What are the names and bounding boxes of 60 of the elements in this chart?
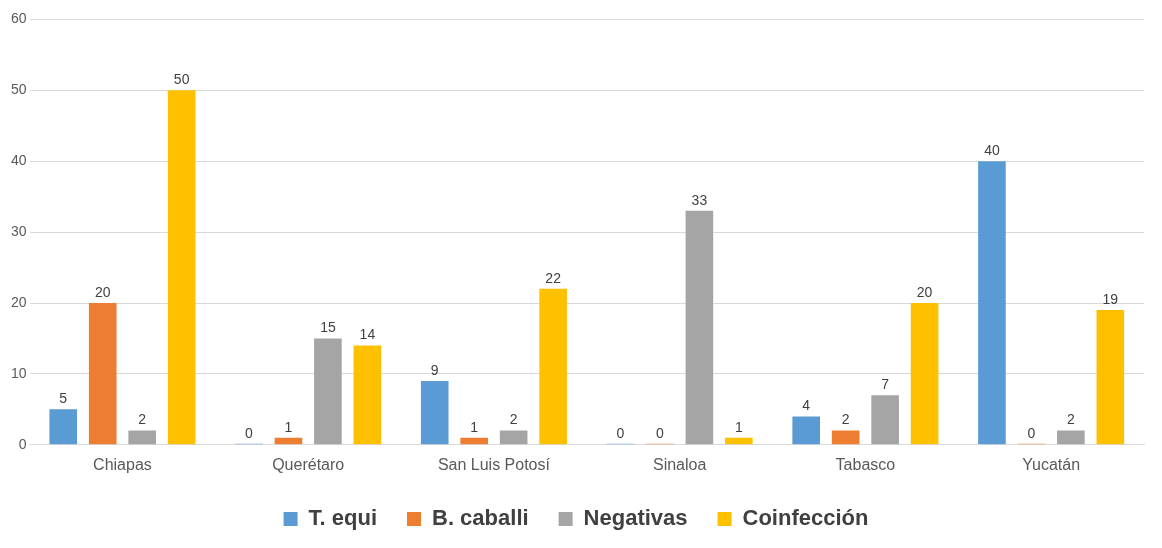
bar bbox=[499, 430, 528, 445]
bar bbox=[792, 416, 820, 445]
data-label: 0 bbox=[616, 424, 625, 441]
bar bbox=[539, 288, 567, 445]
x-tick-label: San Luis Potosí bbox=[437, 455, 551, 473]
x-tick-label: Tabasco bbox=[835, 455, 896, 473]
data-label: 19 bbox=[1102, 290, 1119, 307]
y-tick-label: 40 bbox=[10, 152, 27, 169]
data-label: 1 bbox=[470, 418, 479, 435]
x-tick-label: Querétaro bbox=[272, 455, 345, 473]
bar bbox=[420, 380, 449, 445]
data-label: 0 bbox=[1027, 424, 1036, 441]
bar bbox=[88, 303, 117, 445]
data-label: 50 bbox=[173, 71, 190, 88]
bar bbox=[460, 437, 488, 445]
data-label: 4 bbox=[802, 397, 811, 414]
legend-label: Coinfección bbox=[742, 505, 869, 531]
data-label: 1 bbox=[734, 418, 743, 435]
bar bbox=[831, 430, 860, 445]
x-tick-label: Sinaloa bbox=[652, 455, 707, 473]
bar bbox=[725, 437, 753, 445]
y-tick-label: 30 bbox=[10, 222, 27, 239]
x-tick-label: Chiapas bbox=[93, 455, 152, 473]
x-tick-label: Yucatán bbox=[1022, 455, 1081, 473]
bar bbox=[167, 90, 196, 445]
data-label: 5 bbox=[59, 390, 68, 407]
data-label: 2 bbox=[509, 411, 518, 428]
data-label: 0 bbox=[245, 424, 254, 441]
y-tick-label: 20 bbox=[10, 293, 27, 310]
bar bbox=[978, 161, 1006, 445]
data-label: 20 bbox=[94, 283, 111, 300]
legend-label: T. equi bbox=[308, 505, 378, 531]
y-tick-label: 50 bbox=[10, 81, 27, 98]
data-label: 2 bbox=[138, 411, 147, 428]
data-label: 14 bbox=[359, 326, 376, 343]
bar bbox=[1096, 310, 1125, 445]
bar bbox=[128, 430, 156, 445]
data-label: 0 bbox=[656, 424, 665, 441]
data-label: 9 bbox=[430, 361, 439, 378]
y-tick-label: 60 bbox=[10, 10, 27, 27]
data-label: 22 bbox=[545, 269, 562, 286]
bar bbox=[314, 338, 342, 445]
data-label: 2 bbox=[841, 411, 850, 428]
y-tick-label: 0 bbox=[18, 435, 27, 452]
legend-label: B. caballi bbox=[432, 505, 529, 531]
bar bbox=[1057, 430, 1085, 445]
data-label: 1 bbox=[284, 418, 293, 435]
data-label: 2 bbox=[1066, 411, 1075, 428]
legend-label: Negativas bbox=[583, 505, 688, 531]
data-label: 40 bbox=[984, 142, 1000, 159]
bar bbox=[685, 210, 714, 445]
bar bbox=[49, 409, 78, 445]
y-tick-label: 10 bbox=[10, 364, 27, 381]
bar bbox=[910, 303, 939, 445]
data-label: 33 bbox=[691, 191, 708, 208]
data-label: 15 bbox=[320, 319, 336, 336]
data-label: 7 bbox=[881, 376, 890, 393]
data-label: 20 bbox=[916, 283, 933, 300]
bar bbox=[353, 345, 382, 445]
bar bbox=[871, 395, 899, 445]
